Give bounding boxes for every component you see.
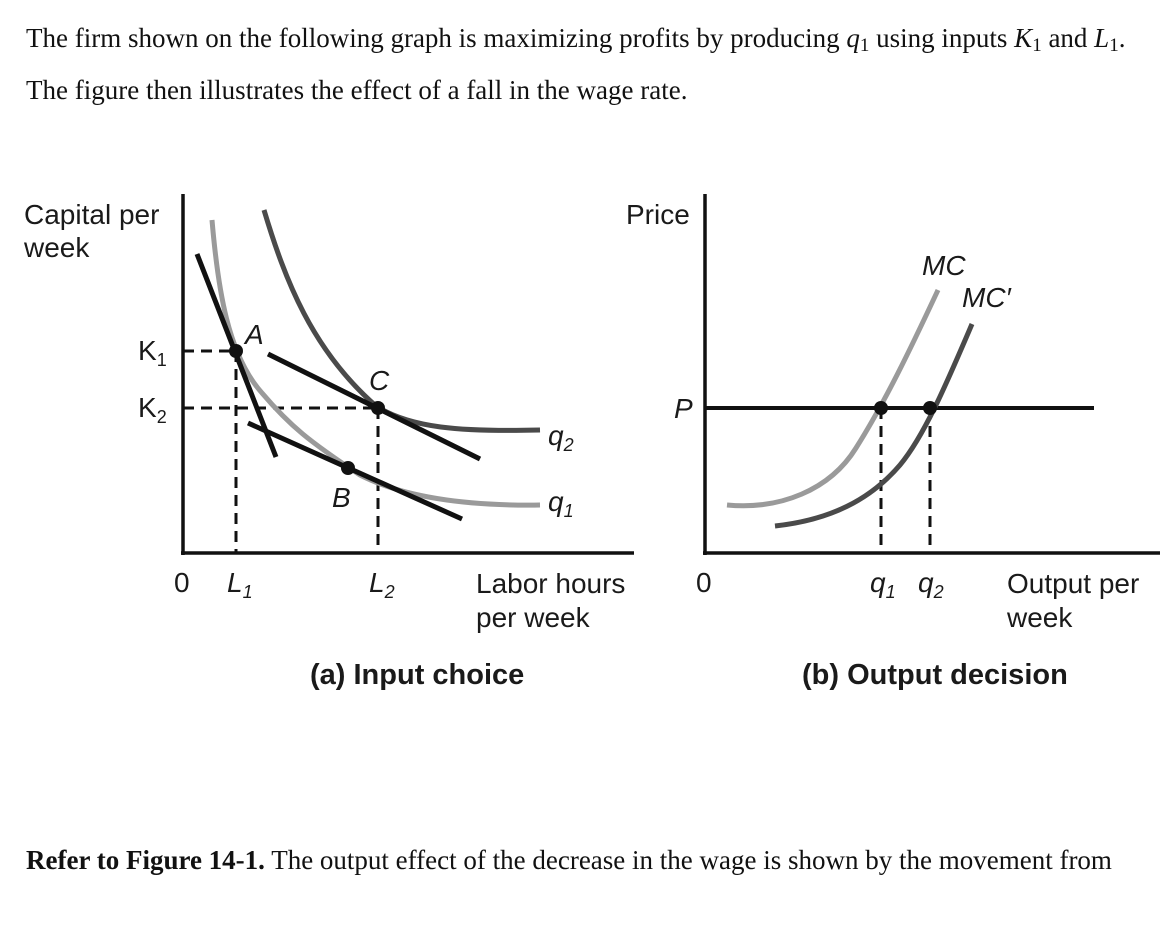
isoquant-q1-label: q1 [548, 486, 574, 521]
mc-prime-label: MC′ [962, 282, 1013, 313]
mc-label: MC [922, 250, 966, 281]
mc-curve [726, 288, 941, 509]
point-A-marker [229, 344, 243, 358]
price-label: P [674, 393, 693, 424]
panel-a-origin: 0 [174, 567, 190, 598]
panel-a-caption: (a) Input choice [310, 659, 524, 691]
intro-paragraph: The firm shown on the following graph is… [26, 23, 1126, 105]
tick-K1: K1 [138, 335, 167, 370]
isoquant-q1-curve [209, 219, 541, 508]
point-C-marker [371, 401, 385, 415]
tick-L2: L2 [369, 567, 395, 602]
isocost-new-wage [246, 420, 464, 522]
panel-a-y-label-line2: week [23, 232, 90, 263]
point-B-marker [341, 461, 355, 475]
question-text: Refer to Figure 14-1. The output effect … [26, 845, 1112, 875]
tick-K2: K2 [138, 392, 167, 427]
panel-a-x-label-line1: Labor hours [476, 568, 625, 599]
panel-a-x-label-line2: per week [476, 602, 591, 633]
panel-b-y-label: Price [626, 199, 690, 230]
figure-reference: Refer to Figure 14-1. [26, 845, 265, 875]
panel-b-x-label-line2: week [1006, 602, 1073, 633]
panel-b-output-decision: Price P MC MC′ 0 q1 q2 Output per week (… [626, 194, 1160, 691]
mc-prime-curve [774, 323, 975, 529]
tick-L1: L1 [227, 567, 253, 602]
tick-q1: q1 [870, 567, 896, 602]
panel-a-input-choice: Capital per week K1 K2 0 L1 L2 Labor hou… [23, 194, 634, 691]
point-C-label: C [369, 365, 390, 396]
panel-b-caption: (b) Output decision [802, 659, 1068, 691]
panel-b-origin: 0 [696, 567, 712, 598]
isoquant-q2-label: q2 [548, 420, 574, 455]
figure-14-1: Capital per week K1 K2 0 L1 L2 Labor hou… [23, 194, 1160, 691]
point-q1-marker [874, 401, 888, 415]
panel-a-y-label-line1: Capital per [24, 199, 159, 230]
isoquant-q2-curve [261, 209, 541, 433]
tick-q2: q2 [918, 567, 944, 602]
point-B-label: B [332, 482, 351, 513]
point-q2-marker [923, 401, 937, 415]
panel-b-x-label-line1: Output per [1007, 568, 1139, 599]
point-A-label: A [243, 319, 264, 350]
